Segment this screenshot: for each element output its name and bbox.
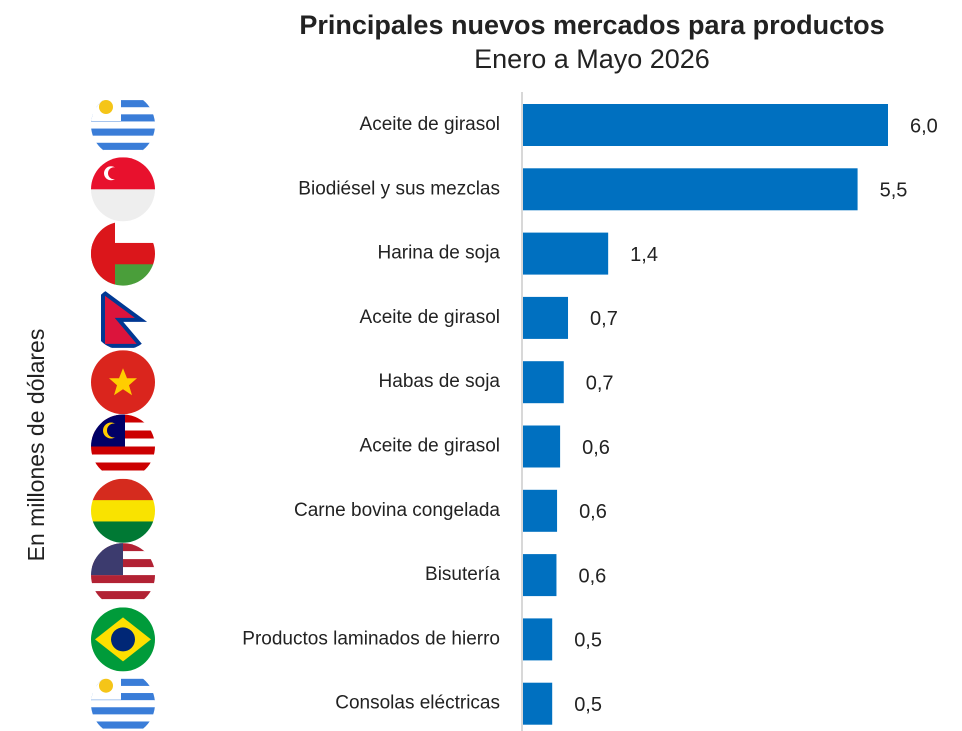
flag xyxy=(91,607,155,672)
flag-canton xyxy=(91,543,123,576)
category-label: Carne bovina congelada xyxy=(294,500,500,521)
flag-stripe xyxy=(91,135,155,144)
category-label: Productos laminados de hierro xyxy=(242,628,500,649)
flag-stripe xyxy=(91,446,155,455)
category-label: Aceite de girasol xyxy=(360,307,500,328)
category-label: Harina de soja xyxy=(377,243,500,264)
value-label: 6,0 xyxy=(910,115,938,137)
bar xyxy=(523,554,557,597)
flag-stripe xyxy=(91,721,155,730)
flag-stripe xyxy=(91,470,155,479)
flag-stripe xyxy=(91,149,155,157)
flag-stripe xyxy=(91,114,155,122)
flag-stripe xyxy=(91,599,155,608)
y-axis-label: En millones de dólares xyxy=(23,329,49,562)
flag-stripe xyxy=(91,500,155,522)
value-label: 0,6 xyxy=(579,501,607,523)
value-label: 0,7 xyxy=(586,372,614,394)
flag xyxy=(91,478,155,543)
flag xyxy=(91,350,155,415)
value-label: 1,4 xyxy=(630,244,658,266)
flag-stripe xyxy=(91,454,155,463)
flag-pennant xyxy=(101,287,148,348)
flag-stripe xyxy=(91,100,155,108)
bar xyxy=(523,618,553,661)
flag-stripe xyxy=(91,107,155,115)
chart-title: Principales nuevos mercados para product… xyxy=(299,10,884,40)
flag xyxy=(91,157,155,222)
flag-stripe xyxy=(91,121,155,130)
value-label: 0,5 xyxy=(574,694,602,716)
flag-stripe xyxy=(91,189,155,222)
flag-stripe xyxy=(91,478,155,501)
flag-moon xyxy=(108,167,120,180)
flag-stripe xyxy=(91,93,155,101)
flag-stripe xyxy=(91,591,155,600)
flag-stripe xyxy=(91,685,155,694)
flag xyxy=(91,543,155,608)
flag xyxy=(91,671,155,731)
value-label: 0,6 xyxy=(582,437,610,459)
flag xyxy=(91,285,155,350)
flag xyxy=(91,93,155,157)
chart-subtitle: Enero a Mayo 2026 xyxy=(474,44,710,74)
bar xyxy=(523,168,858,211)
bar xyxy=(523,296,569,339)
flag-stripe xyxy=(91,678,155,687)
flag-sun xyxy=(99,100,113,114)
flag-stripe xyxy=(91,714,155,722)
bar xyxy=(523,425,561,468)
flag-band xyxy=(91,221,115,286)
flag-sun xyxy=(99,678,113,693)
flag-star xyxy=(109,368,137,396)
flag-stripe xyxy=(91,700,155,708)
flag-stripe xyxy=(91,157,155,190)
category-label: Biodiésel y sus mezclas xyxy=(298,178,500,199)
flag-stripe xyxy=(91,521,155,543)
bar xyxy=(523,232,609,275)
flag xyxy=(91,221,155,286)
flag-globe xyxy=(111,627,135,652)
flag-stripe xyxy=(91,128,155,137)
flags xyxy=(91,93,155,731)
flag-stripe xyxy=(91,671,155,680)
value-label: 0,7 xyxy=(590,308,618,330)
category-label: Aceite de girasol xyxy=(360,114,500,135)
flag-stripe xyxy=(91,583,155,592)
category-label: Consolas eléctricas xyxy=(335,693,500,714)
category-label: Habas de soja xyxy=(379,371,501,392)
flag-stripe xyxy=(91,707,155,715)
bar xyxy=(523,361,564,404)
bar xyxy=(523,682,553,725)
category-label: Aceite de girasol xyxy=(360,436,500,457)
flag-stripe xyxy=(91,693,155,701)
bar xyxy=(523,104,888,146)
flag-stripe xyxy=(91,575,155,584)
flag-stripe xyxy=(91,728,155,731)
flag-stripe xyxy=(91,462,155,471)
value-label: 0,5 xyxy=(574,630,602,652)
bar xyxy=(523,489,558,532)
flag xyxy=(91,414,155,479)
flag-moon xyxy=(107,423,121,438)
category-label: Bisutería xyxy=(425,564,500,585)
flag-stripe xyxy=(91,142,155,151)
value-label: 0,6 xyxy=(578,565,606,587)
value-label: 5,5 xyxy=(880,180,908,202)
